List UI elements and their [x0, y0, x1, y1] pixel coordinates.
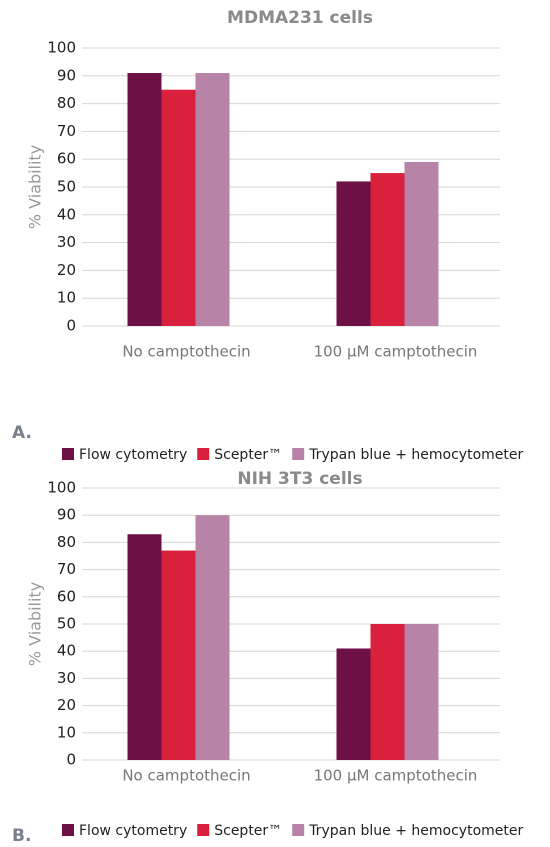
bar: [161, 89, 196, 326]
y-tick-label: 90: [57, 506, 76, 524]
chart-title: MDMA231 cells: [227, 8, 373, 28]
legend-swatch: [292, 448, 305, 460]
x-tick-label: 100 µM camptothecin: [314, 767, 478, 785]
y-tick-label: 70: [57, 560, 76, 578]
legend-label: Trypan blue + hemocytometer: [308, 447, 523, 463]
y-tick-label: 0: [66, 317, 76, 335]
y-tick-label: 40: [57, 642, 76, 660]
bar: [336, 648, 371, 760]
y-tick-label: 50: [57, 178, 76, 196]
y-tick-label: 60: [57, 587, 76, 605]
y-tick-label: 70: [57, 122, 76, 140]
chart-title: NIH 3T3 cells: [237, 469, 362, 489]
legend-label: Scepter™: [214, 447, 282, 463]
y-tick-label: 60: [57, 150, 76, 168]
y-tick-label: 40: [57, 205, 76, 223]
y-axis-label: % Viability: [26, 145, 45, 229]
bar: [195, 73, 230, 327]
bar: [127, 534, 162, 760]
y-tick-label: 10: [57, 723, 76, 741]
y-tick-label: 30: [57, 233, 76, 251]
x-tick-label: No camptothecin: [122, 343, 250, 361]
bar: [404, 161, 439, 326]
x-tick-label: 100 µM camptothecin: [314, 343, 478, 361]
panel-label: A.: [12, 423, 32, 443]
y-axis-label: % Viability: [26, 582, 45, 666]
y-tick-label: 10: [57, 289, 76, 307]
y-tick-label: 80: [57, 94, 76, 112]
x-tick-label: No camptothecin: [122, 767, 250, 785]
panel-label: B.: [12, 826, 31, 846]
bar: [127, 73, 162, 327]
legend-swatch: [62, 448, 74, 460]
legend-swatch: [292, 824, 305, 836]
bar: [195, 515, 230, 760]
legend-swatch: [62, 824, 74, 836]
legend-label: Flow cytometry: [79, 447, 187, 463]
y-tick-label: 100: [47, 479, 76, 497]
y-tick-label: 50: [57, 615, 76, 633]
y-tick-label: 0: [66, 751, 76, 769]
bar: [370, 173, 405, 326]
bar: [336, 181, 371, 326]
y-tick-label: 100: [47, 39, 76, 57]
y-tick-label: 20: [57, 261, 76, 279]
bar: [370, 624, 405, 760]
legend-label: Flow cytometry: [79, 823, 187, 839]
y-tick-label: 80: [57, 533, 76, 551]
legend-swatch: [197, 824, 210, 836]
bar: [161, 550, 196, 760]
bar: [404, 624, 439, 760]
legend-label: Trypan blue + hemocytometer: [308, 823, 523, 839]
legend-swatch: [197, 448, 210, 460]
y-tick-label: 30: [57, 669, 76, 687]
y-tick-label: 90: [57, 66, 76, 84]
y-tick-label: 20: [57, 696, 76, 714]
legend-label: Scepter™: [214, 823, 282, 839]
